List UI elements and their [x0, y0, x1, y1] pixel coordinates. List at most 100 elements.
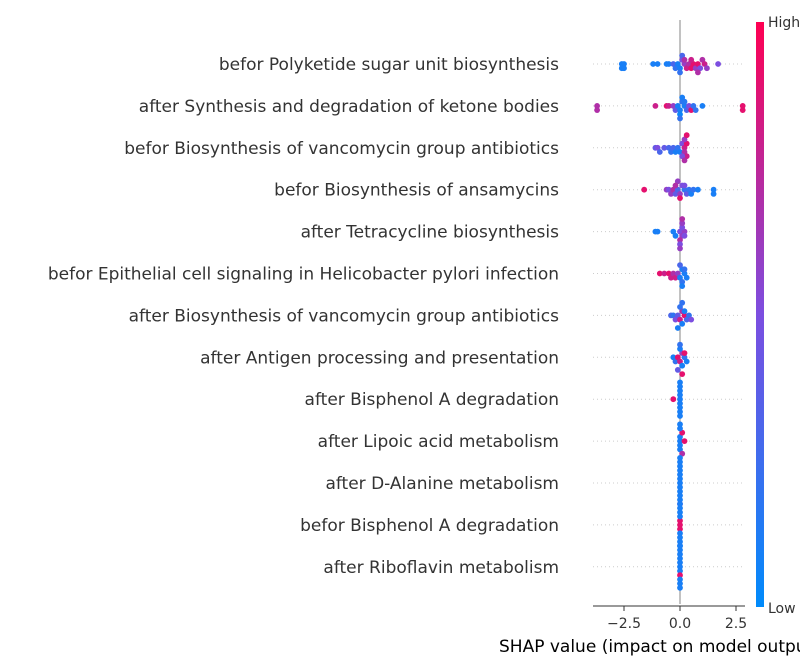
- shap-point: [679, 279, 686, 285]
- shap-point: [652, 103, 659, 109]
- shap-point: [677, 455, 683, 461]
- shap-point: [654, 61, 661, 67]
- shap-point: [677, 65, 683, 72]
- feature-label: after Bisphenol A degradation: [305, 390, 559, 410]
- shap-point: [677, 459, 683, 465]
- shap-point: [677, 551, 683, 558]
- shap-point: [677, 404, 683, 411]
- shap-point: [677, 526, 683, 532]
- shap-point: [661, 144, 668, 151]
- shap-point: [679, 320, 686, 327]
- shap-point: [679, 216, 686, 222]
- shap-point: [681, 182, 688, 189]
- shap-point: [656, 270, 663, 277]
- shap-point: [677, 191, 683, 197]
- shap-point: [677, 463, 683, 470]
- shap-point: [679, 283, 686, 289]
- colorbar-high-label: High: [768, 15, 800, 31]
- shap-point: [656, 149, 663, 155]
- shap-point: [621, 65, 627, 72]
- x-tick-label: 0.0: [669, 616, 691, 632]
- shap-point: [695, 69, 701, 76]
- shap-point: [715, 61, 721, 67]
- shap-point: [677, 513, 683, 520]
- feature-label: befor Polyketide sugar unit biosynthesis: [219, 55, 559, 75]
- shap-point: [681, 157, 688, 164]
- feature-label: befor Bisphenol A degradation: [300, 516, 559, 536]
- shap-point: [677, 69, 683, 76]
- shap-point: [704, 65, 710, 72]
- shap-point: [677, 111, 683, 118]
- shap-point: [681, 350, 688, 356]
- shap-point: [677, 517, 683, 524]
- shap-point: [683, 274, 690, 281]
- shap-point: [677, 241, 683, 248]
- shap-point: [699, 103, 706, 109]
- shap-point: [677, 559, 683, 566]
- shap-point: [677, 534, 683, 541]
- feature-label: befor Biosynthesis of vancomycin group a…: [124, 139, 559, 159]
- feature-label: after Antigen processing and presentatio…: [200, 348, 559, 368]
- shap-point: [665, 61, 672, 67]
- shap-point: [677, 505, 683, 511]
- feature-label: after Tetracycline biosynthesis: [301, 223, 560, 243]
- shap-point: [681, 266, 688, 273]
- shap-point: [677, 580, 683, 587]
- shap-point: [677, 245, 683, 252]
- shap-point: [594, 107, 600, 113]
- shap-point: [677, 115, 683, 122]
- shap-point: [650, 61, 656, 67]
- shap-point: [677, 576, 683, 583]
- feature-labels: befor Polyketide sugar unit biosynthesis…: [48, 55, 559, 578]
- shap-point: [677, 341, 683, 348]
- colorbar-low-label: Low: [768, 601, 796, 617]
- shap-point: [677, 584, 683, 591]
- shap-point: [677, 471, 683, 478]
- shap-point: [677, 547, 683, 553]
- feature-label: after Synthesis and degradation of keton…: [139, 97, 559, 117]
- shap-point: [690, 186, 697, 193]
- points-layer: [594, 52, 746, 591]
- shap-point: [677, 492, 683, 499]
- shap-point: [679, 220, 686, 227]
- shap-point: [594, 103, 600, 109]
- shap-point: [677, 396, 683, 403]
- shap-point: [677, 538, 683, 545]
- shap-point: [710, 191, 717, 197]
- shap-point: [710, 186, 717, 193]
- shap-point: [677, 563, 683, 570]
- colorbar: [756, 22, 764, 607]
- feature-label: after Lipoic acid metabolism: [318, 432, 559, 452]
- shap-point: [677, 425, 683, 432]
- shap-point: [661, 270, 668, 277]
- feature-label: after Riboflavin metabolism: [323, 558, 559, 578]
- shap-point: [677, 555, 683, 562]
- shap-point: [677, 408, 683, 415]
- shap-point: [677, 421, 683, 428]
- shap-point: [674, 325, 681, 331]
- shap-point: [674, 367, 681, 373]
- shap-point: [677, 400, 683, 407]
- shap-point: [679, 224, 686, 231]
- shap-point: [677, 442, 683, 449]
- shap-point: [677, 392, 683, 398]
- shap-point: [681, 438, 688, 444]
- shap-point: [677, 488, 683, 495]
- shap-point: [681, 308, 688, 315]
- shap-point: [677, 484, 683, 491]
- shap-point: [679, 299, 686, 306]
- shap-point: [677, 542, 683, 549]
- shap-point: [692, 107, 699, 113]
- shap-point: [641, 186, 648, 193]
- shap-point: [677, 475, 683, 482]
- shap-point: [677, 237, 683, 243]
- shap-point: [683, 358, 690, 365]
- shap-point: [677, 107, 683, 113]
- shap-point: [621, 61, 627, 67]
- x-axis-title: SHAP value (impact on model output): [499, 637, 800, 657]
- shap-point: [677, 572, 683, 579]
- shap-point: [677, 522, 683, 528]
- shap-point: [672, 232, 679, 239]
- shap-point: [677, 480, 683, 486]
